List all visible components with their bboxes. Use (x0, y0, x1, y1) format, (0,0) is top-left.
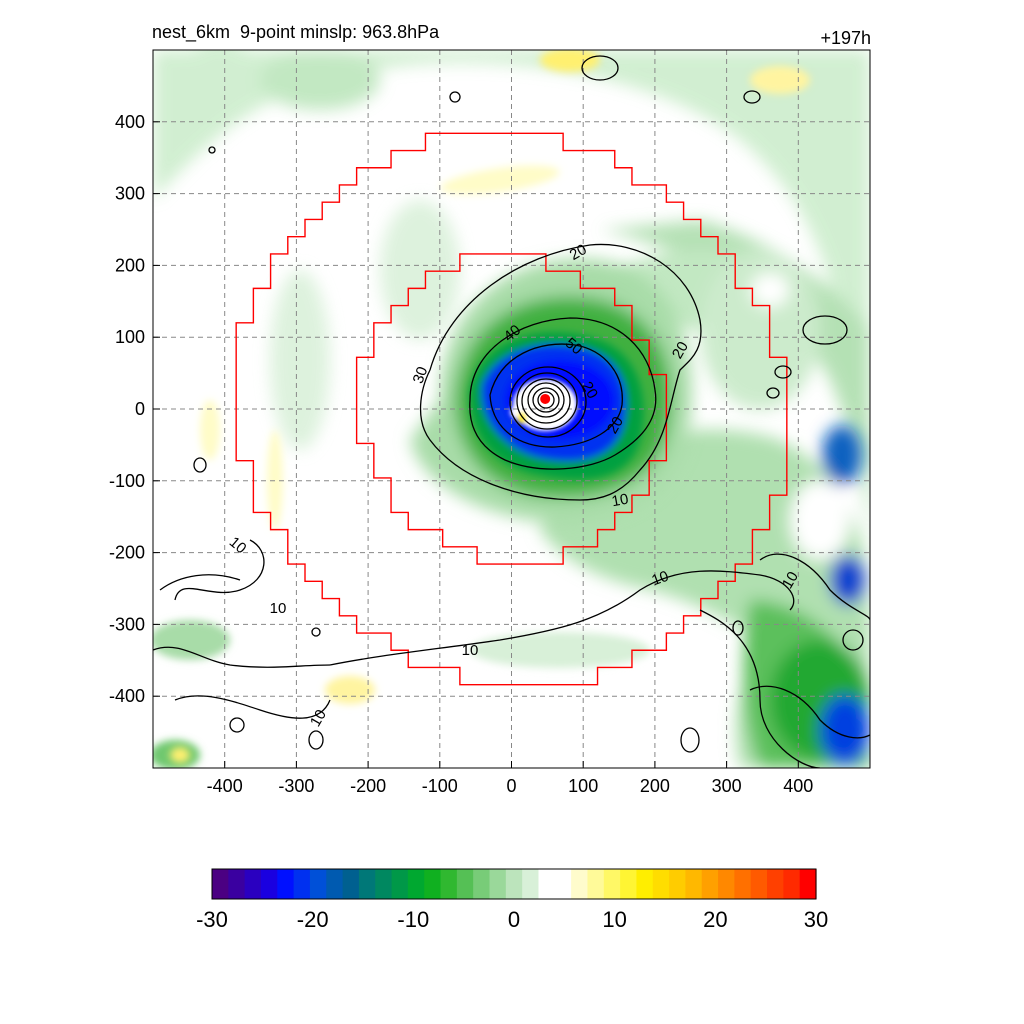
colorbar-swatch (718, 869, 735, 899)
colorbar-swatch (750, 869, 768, 899)
contour-label: 30 (410, 364, 432, 385)
forecast-hour-label: +197h (820, 28, 871, 48)
colorbar-tick-label: -10 (397, 907, 429, 932)
nest-box-outer (235, 132, 788, 686)
contour-label: 20 (604, 414, 627, 437)
colorbar-swatch (456, 869, 474, 899)
colorbar-swatch (375, 869, 393, 899)
storm-center-marker (540, 393, 551, 404)
colorbar-swatch (669, 869, 687, 899)
y-tick-label: 400 (115, 112, 145, 132)
colorbar-swatch (228, 869, 246, 899)
colorbar-swatch (309, 869, 327, 899)
wind-contours (153, 55, 870, 768)
colorbar-swatch (783, 869, 801, 899)
colorbar-swatch (652, 869, 670, 899)
x-tick-label: -100 (422, 776, 458, 796)
colorbar-swatch (489, 869, 507, 899)
colorbar-swatch (799, 869, 817, 899)
y-tick-label: -400 (109, 686, 145, 706)
colorbar-frame (211, 868, 817, 900)
colorbar-swatch (260, 869, 278, 899)
x-tick-label: 0 (506, 776, 516, 796)
colorbar-swatch (734, 869, 752, 899)
colorbar-swatch (473, 869, 491, 899)
x-tick-label: 100 (568, 776, 598, 796)
grid-lines (153, 50, 870, 768)
nest-box-inner (355, 253, 668, 565)
colorbar-swatch (522, 869, 540, 899)
colorbar-swatch (587, 869, 605, 899)
y-tick-label: -200 (109, 543, 145, 563)
contour-label: 20 (578, 379, 601, 402)
colorbar-swatch (407, 869, 425, 899)
colorbar-swatch (685, 869, 703, 899)
colorbar-swatch (277, 869, 295, 899)
x-axis: -400 -300 -200 -100 0 100 200 300 400 (207, 761, 813, 796)
colorbar-swatch (554, 869, 572, 899)
colorbar-swatch (424, 869, 442, 899)
x-tick-label: 400 (783, 776, 813, 796)
colorbar-swatch (620, 869, 638, 899)
colorbar-swatch (636, 869, 654, 899)
colorbar-tick-label: 0 (508, 907, 520, 932)
y-tick-label: 200 (115, 255, 145, 275)
contour-label: 10 (779, 569, 802, 592)
colorbar-swatch (244, 869, 262, 899)
colorbar-swatch (358, 869, 376, 899)
y-axis: 400 300 200 100 0 -100 -200 -300 -400 (109, 112, 160, 706)
chart-title: nest_6km 9-point minslp: 963.8hPa (152, 22, 440, 42)
y-tick-label: -300 (109, 614, 145, 634)
nest-boxes (235, 132, 788, 686)
contour-label: 10 (462, 642, 479, 659)
colorbar-swatch (391, 869, 409, 899)
contour-label: 10 (270, 600, 287, 617)
y-tick-label: 300 (115, 184, 145, 204)
x-tick-label: -400 (207, 776, 243, 796)
contour-label: 20 (567, 241, 590, 264)
colorbar-tick-label: 10 (602, 907, 626, 932)
colorbar-swatch (342, 869, 360, 899)
x-tick-label: 300 (712, 776, 742, 796)
contour-label: 10 (610, 491, 629, 511)
x-tick-label: -200 (350, 776, 386, 796)
colorbar-tick-label: -30 (196, 907, 228, 932)
contour-label: 20 (669, 339, 692, 362)
colorbar-tick-label: -20 (297, 907, 329, 932)
colorbar-swatch (538, 869, 556, 899)
colorbar-tick-label: 30 (804, 907, 828, 932)
shaded-field (153, 50, 870, 768)
contour-label: 10 (307, 707, 330, 730)
colorbar-swatch (603, 869, 621, 899)
y-tick-label: 0 (135, 399, 145, 419)
colorbar: -30 -20 -10 0 10 20 30 (196, 868, 828, 932)
y-tick-label: -100 (109, 471, 145, 491)
colorbar-swatch (505, 869, 523, 899)
colorbar-tick-label: 20 (703, 907, 727, 932)
x-tick-label: 200 (640, 776, 670, 796)
contour-label: 10 (649, 568, 670, 590)
colorbar-swatch (326, 869, 344, 899)
colorbar-swatch (212, 869, 229, 899)
colorbar-swatch (293, 869, 311, 899)
x-tick-label: -300 (278, 776, 314, 796)
y-tick-label: 100 (115, 327, 145, 347)
colorbar-swatch (440, 869, 458, 899)
colorbar-swatch (767, 869, 784, 899)
colorbar-swatch (701, 869, 719, 899)
colorbar-swatch (571, 869, 589, 899)
